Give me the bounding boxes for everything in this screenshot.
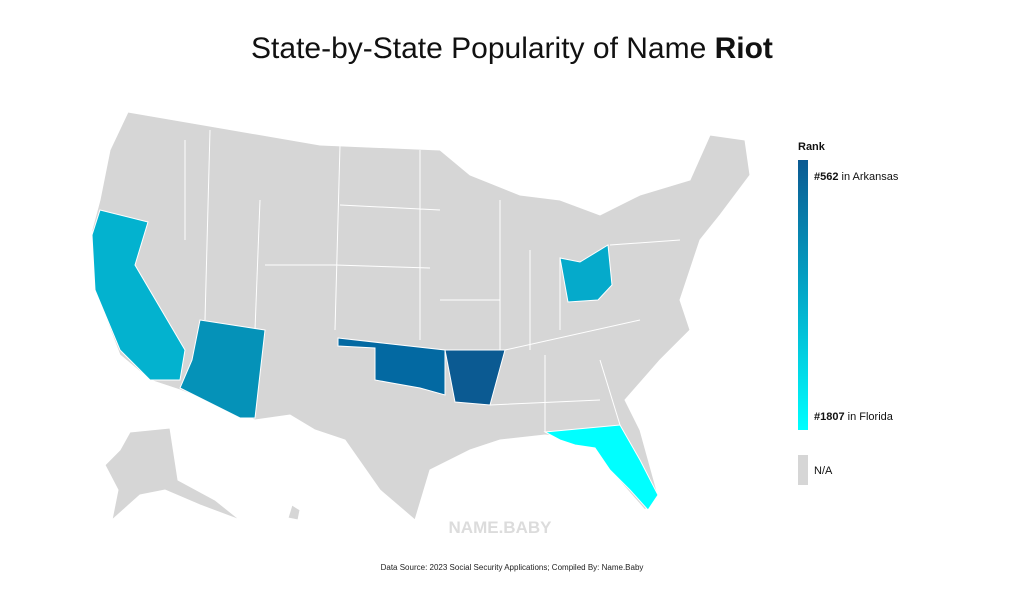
watermark: NAME.BABY	[449, 518, 553, 537]
legend-title: Rank	[798, 141, 826, 153]
state-hawaii	[287, 504, 301, 521]
state-florida	[543, 424, 659, 511]
legend-top: #562 in Arkansas	[814, 171, 899, 183]
state-arkansas	[444, 349, 506, 406]
state-arizona	[179, 319, 266, 419]
us-map	[91, 111, 751, 522]
contiguous-states	[91, 111, 751, 521]
state-alaska	[104, 427, 241, 522]
legend-gradient	[798, 160, 808, 430]
legend-bottom-rank: #1807	[814, 411, 845, 423]
legend: Rank #562 in Arkansas #1807 in Florida N…	[798, 141, 899, 485]
source-note: Data Source: 2023 Social Security Applic…	[381, 563, 644, 572]
state-california	[91, 209, 186, 381]
state-ohio	[559, 244, 613, 303]
state-oklahoma	[337, 337, 446, 396]
legend-na: N/A	[814, 465, 833, 477]
legend-top-rank: #562	[814, 171, 838, 183]
title-name: Riot	[715, 32, 773, 65]
title-text: State-by-State Popularity of Name	[251, 32, 706, 65]
legend-top-label: in Arkansas	[842, 171, 899, 183]
title: State-by-State Popularity of Name Riot	[251, 32, 773, 65]
legend-bottom: #1807 in Florida	[814, 411, 894, 423]
state-borders	[184, 129, 681, 432]
legend-bottom-label: in Florida	[848, 411, 894, 423]
legend-na-swatch	[798, 455, 808, 485]
